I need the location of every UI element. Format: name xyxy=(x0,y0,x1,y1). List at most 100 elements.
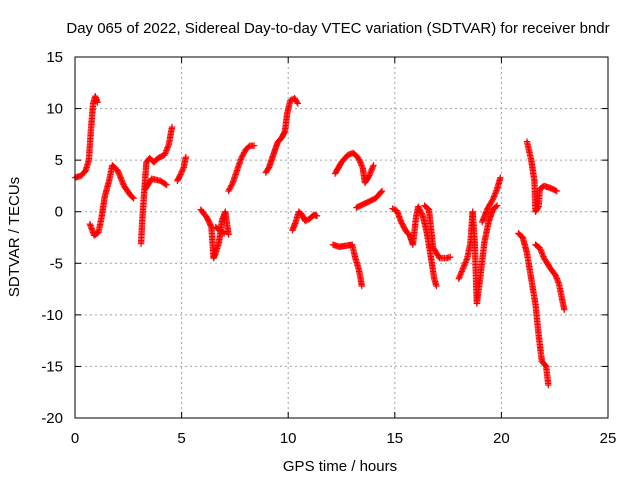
data-point-trail xyxy=(139,189,148,224)
series-arc xyxy=(289,208,321,234)
series-arc xyxy=(212,223,228,237)
data-point-trail xyxy=(238,148,249,160)
data-point-trail xyxy=(158,178,169,188)
data-point-trail xyxy=(217,227,227,236)
data-point-trail xyxy=(292,96,301,106)
y-tick-label: 15 xyxy=(46,49,63,66)
y-tick-label: 0 xyxy=(55,204,63,221)
series-arc xyxy=(329,241,365,290)
y-axis-label: SDTVAR / TECUs xyxy=(6,177,23,297)
data-point-trail xyxy=(87,101,97,131)
data-point xyxy=(497,174,504,181)
data-point xyxy=(163,181,170,189)
data-point-trail xyxy=(535,333,545,363)
series-arc xyxy=(389,203,440,290)
data-point-trail xyxy=(460,256,470,271)
data-point-trail xyxy=(469,210,478,245)
data-point-trail xyxy=(428,256,438,281)
data-point-trail xyxy=(128,193,136,201)
data-point-trail xyxy=(548,185,559,194)
y-tick-label: -20 xyxy=(41,410,63,427)
data-point-trail xyxy=(516,231,525,240)
data-point xyxy=(294,100,301,107)
data-point xyxy=(358,282,365,290)
data-point xyxy=(168,123,176,131)
data-point-trail xyxy=(419,213,430,235)
data-point xyxy=(287,97,294,104)
data-points xyxy=(71,92,568,389)
series-arc xyxy=(225,142,258,195)
data-point-trail xyxy=(210,251,219,261)
series-arc xyxy=(353,187,386,211)
data-point xyxy=(489,196,497,203)
data-point xyxy=(415,203,422,210)
data-point-trail xyxy=(307,212,316,222)
data-point-trail xyxy=(177,165,187,177)
data-point xyxy=(493,202,501,209)
series-arc xyxy=(137,123,176,247)
axis-ticks xyxy=(74,56,609,419)
data-point-trail xyxy=(92,229,101,238)
data-point-trail xyxy=(532,302,542,338)
data-point xyxy=(545,381,552,389)
data-point-trail xyxy=(263,165,272,175)
data-point-trail xyxy=(354,201,365,211)
y-tick-label: 5 xyxy=(55,152,63,169)
data-point-trail xyxy=(174,172,184,183)
data-point xyxy=(313,212,321,220)
data-point-trail xyxy=(548,266,559,278)
data-point xyxy=(378,187,386,195)
data-point xyxy=(561,306,568,313)
data-point-trail xyxy=(373,188,385,201)
data-point-trail xyxy=(485,197,496,211)
data-point xyxy=(221,230,228,237)
series-arc xyxy=(515,230,552,389)
data-point-trail xyxy=(288,95,297,103)
y-tick-label: -15 xyxy=(41,358,63,375)
data-point-trail xyxy=(147,155,157,165)
data-point-trail xyxy=(213,224,223,233)
data-point-trail xyxy=(444,254,453,261)
data-point-trail xyxy=(477,241,488,281)
data-point-trail xyxy=(95,215,105,234)
data-point xyxy=(182,153,190,161)
x-axis-label: GPS time / hours xyxy=(283,458,397,475)
data-point xyxy=(302,217,309,225)
data-point-trail xyxy=(524,139,535,162)
data-point-trail xyxy=(98,194,108,219)
plot-frame xyxy=(74,56,609,419)
data-point xyxy=(161,151,168,159)
data-point-trail xyxy=(533,204,542,214)
data-point xyxy=(536,244,543,252)
data-point xyxy=(250,142,258,149)
data-point-trail xyxy=(281,111,291,134)
data-point xyxy=(225,187,232,195)
data-point-trail xyxy=(115,168,127,188)
data-point-trail xyxy=(355,156,366,171)
series-arc xyxy=(532,241,568,313)
x-tick-label: 5 xyxy=(177,430,185,447)
grid-lines xyxy=(75,57,608,418)
data-point xyxy=(397,218,405,226)
x-tick-label: 0 xyxy=(71,430,79,447)
y-tick-labels: -20 -15 -10 -5 0 5 10 15 xyxy=(41,49,63,427)
data-point-trail xyxy=(533,242,542,251)
y-tick-label: 10 xyxy=(46,101,63,118)
data-point-trail xyxy=(556,282,566,302)
data-point-trail xyxy=(346,150,356,158)
data-point-trail xyxy=(537,183,547,192)
chart-title: Day 065 of 2022, Sidereal Day-to-day VTE… xyxy=(66,20,609,37)
data-point xyxy=(433,282,440,290)
y-tick-label: -10 xyxy=(41,307,63,324)
data-point-trail xyxy=(121,183,133,198)
data-point-trail xyxy=(161,142,172,157)
data-point-trail xyxy=(390,206,399,214)
data-point xyxy=(389,205,396,212)
data-point-trail xyxy=(403,228,413,238)
data-point-trail xyxy=(156,152,167,161)
series-arc xyxy=(142,175,170,193)
data-point-trail xyxy=(528,158,538,183)
data-point-trail xyxy=(398,220,408,233)
data-point xyxy=(370,162,377,169)
data-point-trail xyxy=(279,129,288,140)
